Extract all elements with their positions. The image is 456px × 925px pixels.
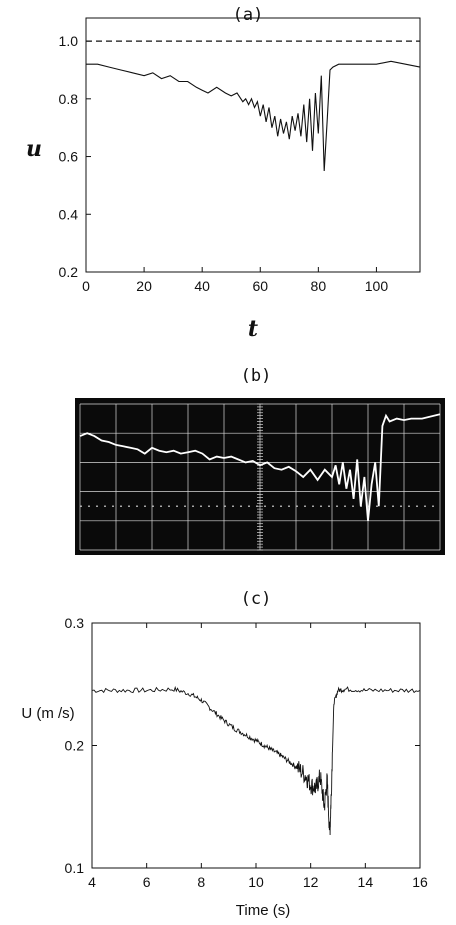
- chart-c-xtick-label: 12: [303, 874, 319, 890]
- chart-a-ytick-label: 0.4: [59, 206, 79, 222]
- chart-c-ytick-label: 0.2: [65, 738, 85, 754]
- chart-a-xtick-label: 80: [311, 278, 327, 294]
- chart-a-frame: [85, 17, 421, 273]
- chart-c-series-line: [91, 685, 421, 836]
- chart-c-xtick-label: 10: [248, 874, 264, 890]
- panel-label-b: (b): [241, 366, 272, 386]
- chart-c-xtick-label: 8: [197, 874, 205, 890]
- panel-label-c: (c): [241, 589, 272, 609]
- chart-c-xlabel: Time (s): [236, 902, 290, 919]
- chart-a-ytick-label: 0.6: [59, 149, 79, 165]
- chart-c-xtick-label: 6: [143, 874, 151, 890]
- chart-a: 0 20 40 60 80 100 0.2 0.4 0.6 0.8 1.0 u t: [26, 17, 421, 342]
- chart-c-ytick-label: 0.3: [65, 615, 85, 631]
- chart-a-ytick-label: 0.2: [59, 264, 79, 280]
- chart-c: 4 6 8 10 12 14 16 0.1 0.2 0.3 U (m /s) Time (s): [21, 615, 428, 919]
- chart-c-xtick-label: 4: [88, 874, 96, 890]
- chart-a-xtick-label: 100: [365, 278, 389, 294]
- chart-a-xlabel: t: [248, 316, 258, 342]
- chart-a-ytick-label: 1.0: [59, 33, 79, 49]
- chart-a-xtick-label: 60: [252, 278, 268, 294]
- chart-a-ylabel: u: [26, 136, 42, 162]
- chart-a-ytick-label: 0.8: [59, 91, 79, 107]
- chart-a-xtick-label: 20: [136, 278, 152, 294]
- chart-c-xtick-label: 14: [358, 874, 374, 890]
- chart-a-series-line: [86, 60, 421, 172]
- chart-a-xtick-label: 0: [82, 278, 90, 294]
- chart-a-xtick-label: 40: [194, 278, 210, 294]
- chart-b-oscilloscope: [75, 398, 445, 555]
- oscilloscope-trace: [79, 413, 441, 521]
- chart-c-ylabel: U (m /s): [21, 705, 74, 722]
- chart-c-xtick-label: 16: [412, 874, 428, 890]
- panel-label-a: (a): [233, 5, 264, 25]
- chart-c-ytick-label: 0.1: [65, 860, 85, 876]
- chart-c-frame: [91, 622, 421, 869]
